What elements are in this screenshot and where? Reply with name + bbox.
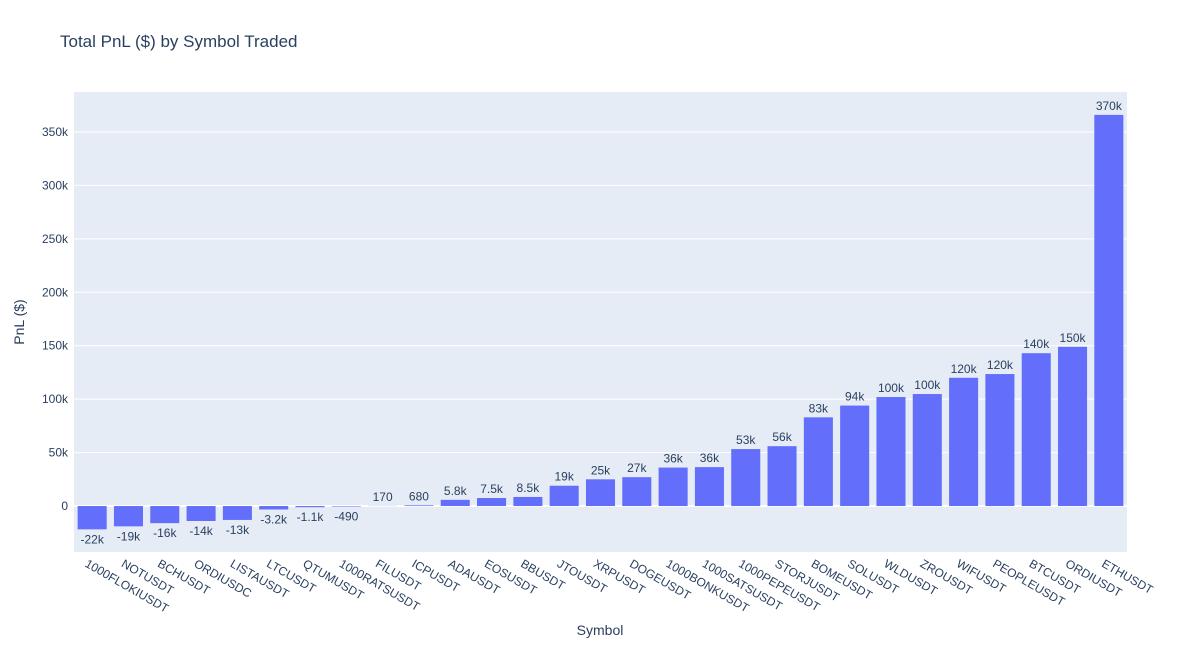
data-label: 120k xyxy=(951,362,978,376)
bar xyxy=(803,417,833,507)
bar xyxy=(622,477,652,507)
data-label: -14k xyxy=(189,524,213,538)
data-label: 19k xyxy=(555,470,575,484)
bar xyxy=(658,467,688,507)
data-label: -1.1k xyxy=(297,510,325,524)
data-label: 100k xyxy=(878,381,905,395)
data-label: 120k xyxy=(987,358,1014,372)
bar xyxy=(1021,353,1051,507)
bar xyxy=(1058,346,1088,507)
data-label: -3.2k xyxy=(260,512,288,526)
bar xyxy=(477,498,507,507)
bar xyxy=(949,377,979,507)
bar xyxy=(585,479,616,507)
data-label: 5.8k xyxy=(444,484,468,498)
data-label: 36k xyxy=(700,451,720,465)
data-label: 150k xyxy=(1060,331,1087,345)
data-label: 680 xyxy=(409,489,429,503)
bar xyxy=(694,467,724,507)
data-label: 170 xyxy=(373,490,393,504)
data-label: 100k xyxy=(914,378,941,392)
bar xyxy=(731,449,761,507)
bar xyxy=(840,405,870,507)
bar xyxy=(440,499,470,507)
data-label: 140k xyxy=(1023,337,1050,351)
bar xyxy=(186,506,216,522)
bar xyxy=(295,506,325,508)
data-label: 25k xyxy=(591,463,611,477)
bar xyxy=(259,506,289,510)
x-axis-title: Symbol xyxy=(577,622,624,638)
y-tick-label: 100k xyxy=(42,392,69,406)
data-label: -16k xyxy=(153,526,177,540)
bar xyxy=(404,505,434,507)
data-label: -13k xyxy=(226,523,250,537)
y-tick-label: 200k xyxy=(42,285,69,299)
data-label: 83k xyxy=(809,401,829,415)
bar xyxy=(222,506,252,520)
data-label: 27k xyxy=(627,461,647,475)
bar xyxy=(113,506,143,527)
data-label: -19k xyxy=(117,529,141,543)
y-tick-label: 350k xyxy=(42,125,69,139)
chart-title: Total PnL ($) by Symbol Traded xyxy=(60,32,298,51)
data-label: -22k xyxy=(80,532,104,546)
bar xyxy=(767,446,797,507)
bar xyxy=(549,485,579,507)
data-label: 370k xyxy=(1096,99,1123,113)
data-label: 8.5k xyxy=(517,481,541,495)
data-label: 7.5k xyxy=(480,482,504,496)
data-label: 36k xyxy=(663,452,683,466)
bar xyxy=(876,397,906,507)
data-label: -490 xyxy=(334,510,358,524)
data-label: 56k xyxy=(772,430,792,444)
bar xyxy=(1094,114,1124,507)
y-tick-label: 150k xyxy=(42,339,69,353)
bar xyxy=(513,496,543,507)
y-tick-label: 0 xyxy=(61,499,68,513)
y-tick-label: 50k xyxy=(49,446,69,460)
bar xyxy=(985,374,1015,507)
bar xyxy=(331,506,361,507)
bar xyxy=(912,394,942,507)
bar xyxy=(150,506,180,524)
bar xyxy=(77,506,107,530)
data-label: 53k xyxy=(736,433,756,447)
y-axis-title: PnL ($) xyxy=(11,299,27,344)
y-tick-label: 300k xyxy=(42,178,69,192)
data-label: 94k xyxy=(845,390,865,404)
y-tick-label: 250k xyxy=(42,232,69,246)
